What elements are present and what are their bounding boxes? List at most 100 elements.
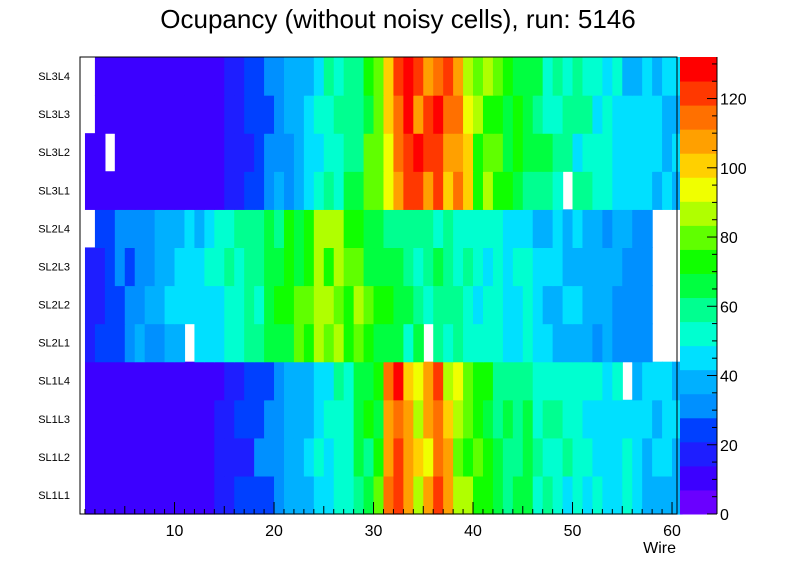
heatmap-cell <box>154 437 166 477</box>
heatmap-cell <box>542 399 554 439</box>
heatmap-cell <box>114 95 126 134</box>
heatmap-cell <box>652 437 663 477</box>
heatmap-cell <box>502 475 514 515</box>
heatmap-cell <box>592 95 603 134</box>
heatmap-cell <box>224 323 235 363</box>
heatmap-cell <box>383 171 395 210</box>
heatmap-cell <box>214 95 225 134</box>
heatmap-cell <box>522 57 534 96</box>
heatmap-cell <box>423 285 434 325</box>
heatmap-cell <box>592 285 603 325</box>
heatmap-cell <box>333 475 345 515</box>
heatmap-cell <box>164 323 176 363</box>
heatmap-cell <box>343 209 355 249</box>
heatmap-cell <box>234 133 245 172</box>
heatmap-cell <box>134 209 146 249</box>
heatmap-cell <box>323 361 335 401</box>
heatmap-cell <box>502 285 514 325</box>
heatmap-cell <box>393 475 404 515</box>
heatmap-cell <box>413 133 424 172</box>
row-label-sl3l4: SL3L4 <box>38 71 70 83</box>
heatmap-cell <box>433 209 444 249</box>
heatmap-cell <box>313 57 325 96</box>
heatmap-cell <box>622 171 633 210</box>
heatmap-cell <box>642 57 653 96</box>
heatmap-cell <box>512 475 524 515</box>
heatmap-cell <box>393 171 404 210</box>
heatmap-cell <box>383 361 395 401</box>
heatmap-cell <box>492 323 504 363</box>
heatmap-cell <box>144 323 156 363</box>
heatmap-cell <box>134 247 146 287</box>
heatmap-cell <box>124 247 136 287</box>
heatmap-cell <box>403 247 414 287</box>
heatmap-cell <box>234 475 245 515</box>
heatmap-cell <box>403 475 414 515</box>
heatmap-cell <box>254 437 265 477</box>
heatmap-cell <box>433 171 444 210</box>
heatmap-cell <box>642 209 653 249</box>
heatmap-cell <box>562 209 574 249</box>
heatmap-cell <box>363 133 375 172</box>
heatmap-cell <box>373 95 385 134</box>
heatmap-cell <box>283 209 295 249</box>
heatmap-cell <box>492 133 504 172</box>
heatmap-cell <box>502 399 514 439</box>
heatmap-cell <box>463 361 474 401</box>
heatmap-cell <box>612 399 623 439</box>
heatmap-cell <box>174 475 186 515</box>
heatmap-cell <box>174 437 186 477</box>
heatmap-cell <box>313 171 325 210</box>
heatmap-cell <box>194 57 205 96</box>
heatmap-cell <box>542 437 554 477</box>
heatmap-cell <box>333 361 345 401</box>
heatmap-cell <box>303 399 315 439</box>
heatmap-cell <box>582 323 594 363</box>
colorbar-tick-label: 0 <box>720 507 729 524</box>
heatmap-cell <box>662 437 673 477</box>
heatmap-cell <box>144 95 156 134</box>
heatmap-cell <box>512 323 524 363</box>
heatmap-cell <box>433 361 444 401</box>
colorbar-tick-label: 40 <box>720 369 738 386</box>
heatmap-cell <box>532 475 544 515</box>
heatmap-cell <box>194 95 205 134</box>
heatmap-cell <box>383 57 395 96</box>
row-label-sl2l4: SL2L4 <box>38 223 70 235</box>
heatmap-cell <box>323 209 335 249</box>
heatmap-cell <box>124 285 136 325</box>
heatmap-cell <box>632 361 643 401</box>
heatmap-cell <box>393 57 404 96</box>
heatmap-cell <box>602 95 613 134</box>
heatmap-cell <box>473 247 484 287</box>
heatmap-cell <box>383 209 395 249</box>
heatmap-cell <box>114 247 126 287</box>
heatmap-cell <box>413 361 424 401</box>
heatmap-cell <box>373 133 385 172</box>
heatmap-cell <box>433 399 444 439</box>
heatmap-cell <box>502 437 514 477</box>
heatmap-cell <box>313 437 325 477</box>
heatmap-cell <box>254 133 265 172</box>
heatmap-cell <box>642 437 653 477</box>
heatmap-cell <box>313 475 325 515</box>
heatmap-cell <box>94 133 106 172</box>
heatmap-cell <box>343 437 355 477</box>
heatmap-cell <box>453 209 464 249</box>
heatmap-cell <box>244 95 255 134</box>
heatmap-cell <box>234 171 245 210</box>
heatmap-cell <box>194 171 205 210</box>
heatmap-cell <box>592 209 603 249</box>
heatmap-cell <box>333 323 345 363</box>
heatmap-cell <box>403 399 414 439</box>
heatmap-cell <box>652 361 663 401</box>
heatmap-cell <box>144 285 156 325</box>
heatmap-cell <box>124 171 136 210</box>
heatmap-cell <box>254 209 265 249</box>
heatmap-cell <box>642 285 653 325</box>
heatmap-cell <box>144 399 156 439</box>
heatmap-cell <box>473 133 484 172</box>
chart-title: Ocupancy (without noisy cells), run: 514… <box>160 4 635 34</box>
heatmap-cell <box>482 475 494 515</box>
